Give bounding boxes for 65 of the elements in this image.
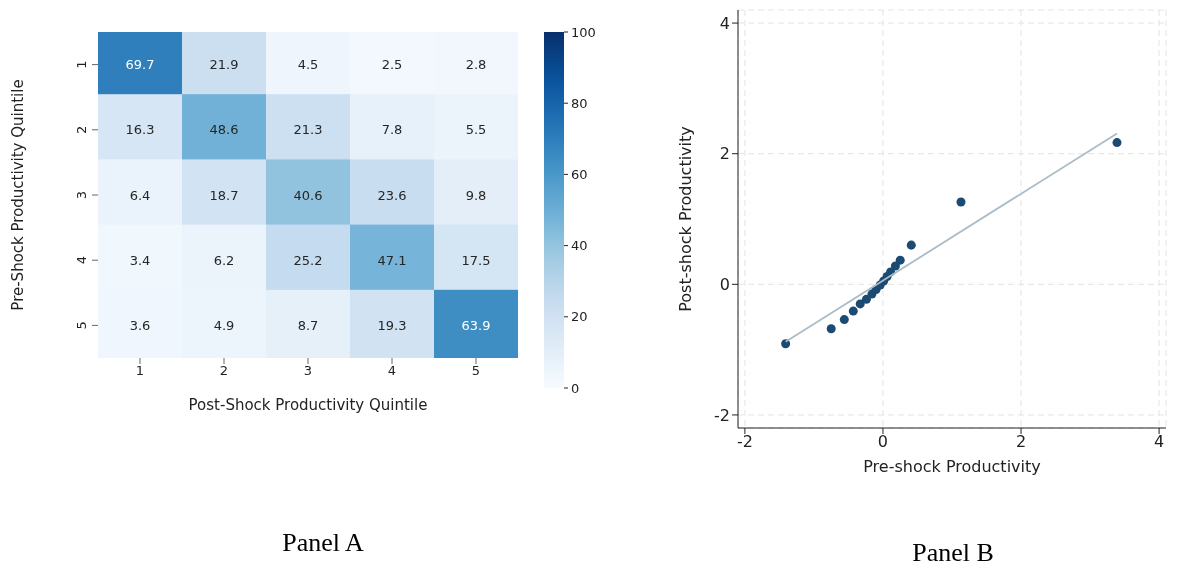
data-label: 4.9 (213, 317, 235, 333)
data-label: 3.6 (129, 317, 151, 333)
data-label: 2.8 (465, 57, 487, 73)
point (906, 240, 916, 250)
x-tick-label: -2 (736, 432, 753, 452)
data-label: 5.5 (465, 122, 487, 138)
data-label: 21.9 (209, 57, 239, 73)
data-label: 6.4 (129, 187, 151, 203)
point (848, 306, 858, 316)
color-bar-label: 0 (571, 380, 580, 396)
y-tick-label: 3 (74, 190, 89, 200)
data-label: 48.6 (209, 122, 239, 138)
x-tick-label: 3 (303, 363, 313, 379)
point (855, 299, 865, 309)
y-tick-label: 0 (719, 274, 730, 294)
data-label: 40.6 (293, 187, 323, 203)
point (1112, 138, 1122, 148)
x-axis-title: Post-Shock Productivity Quintile (188, 396, 428, 414)
x-tick-label: 0 (877, 432, 889, 452)
x-tick-label: 5 (471, 363, 481, 379)
y-tick-label: 1 (74, 60, 89, 69)
data-label: 3.4 (129, 252, 151, 268)
y-tick-label: -2 (714, 405, 730, 425)
point (839, 315, 849, 325)
data-label: 69.7 (125, 57, 155, 73)
point (895, 255, 905, 265)
data-label: 2.5 (381, 57, 403, 73)
data-label: 25.2 (293, 252, 323, 268)
color-bar-label: 80 (571, 95, 588, 111)
data-label: 63.9 (461, 317, 491, 333)
y-tick-label: 2 (719, 144, 730, 164)
data-label: 18.7 (209, 187, 239, 203)
y-tick-label: 4 (74, 256, 89, 265)
point (956, 197, 966, 207)
data-label: 9.8 (465, 187, 487, 203)
x-axis-title: Pre-shock Productivity (863, 457, 1041, 476)
text: Panel A (281, 528, 365, 558)
color-bar-label: 40 (571, 238, 588, 254)
data-label: 23.6 (377, 187, 407, 203)
x-tick-label: 4 (1154, 432, 1165, 452)
data-label: 4.5 (297, 57, 319, 73)
x-tick-label: 2 (1015, 432, 1027, 452)
y-axis-title: Pre-Shock Productivity Quintile (9, 79, 28, 311)
data-label: 8.7 (297, 317, 319, 333)
y-tick-label: 4 (719, 13, 730, 33)
y-tick-label: 2 (74, 125, 89, 134)
text: Panel B (911, 538, 995, 568)
x-tick-label: 2 (219, 363, 229, 379)
y-tick-label: 5 (74, 321, 89, 330)
data-label: 16.3 (125, 122, 155, 138)
color-bar-label: 100 (571, 24, 596, 40)
x-tick-label: 4 (387, 363, 397, 379)
data-label: 21.3 (293, 122, 323, 138)
point (781, 339, 791, 349)
color-bar-label: 20 (571, 309, 588, 325)
point (861, 294, 871, 304)
color-bar-label: 60 (571, 166, 588, 182)
x-tick-label: 1 (135, 363, 145, 379)
data-label: 47.1 (377, 252, 407, 268)
data-label: 17.5 (461, 252, 491, 268)
data-label: 19.3 (377, 317, 407, 333)
y-axis-title: Post-shock Productivity (675, 126, 695, 312)
point (826, 324, 836, 334)
data-label: 7.8 (381, 122, 403, 138)
data-label: 6.2 (213, 252, 235, 268)
